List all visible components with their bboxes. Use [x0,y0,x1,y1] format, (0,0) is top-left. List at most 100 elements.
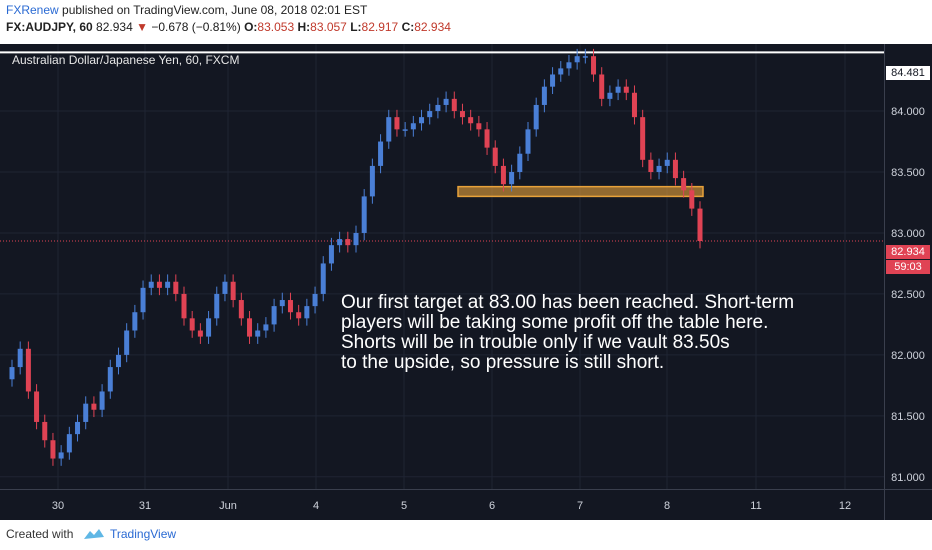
candle-body [492,147,498,166]
candle-body [631,92,637,118]
last-price-tag: 82.934 [886,245,930,259]
x-tick-label: 12 [839,500,851,512]
candle-body [672,159,678,179]
candle-body [107,367,113,392]
candle-body [410,123,416,130]
annotation-line: to the upside, so pressure is still shor… [341,352,665,373]
candle-body [599,74,605,99]
footer: Created with TradingView [0,520,932,550]
x-tick-label: 8 [664,500,670,512]
candle-body [279,300,285,307]
low-value: 82.917 [361,20,399,34]
candle-body [34,391,40,422]
candle-body [689,190,695,209]
candle-body [25,348,31,392]
candle-body [156,281,162,288]
candle-body [500,165,506,185]
candle-body [623,86,629,93]
open-value: 83.053 [257,20,295,34]
candle-body [181,293,187,319]
y-tick-label: 84.000 [891,106,925,118]
candle-body [468,117,474,124]
candle-body [476,123,482,130]
candle-body [648,159,654,173]
candle-body [296,312,302,319]
candle-body [304,306,310,319]
candle-body [591,56,597,75]
candle-body [550,74,556,87]
candle-body [378,141,384,166]
x-tick-label: 31 [139,500,151,512]
x-tick-label: Jun [219,500,237,512]
open-label: O: [244,20,258,34]
candle-body [525,129,531,154]
annotation-text[interactable]: Our first target at 83.00 has been reach… [341,293,881,373]
candle-body [517,153,523,173]
candle-body [361,196,367,233]
candle-body [574,56,580,63]
candle-body [394,117,400,130]
candle-body [386,117,392,142]
support-zone [457,185,704,198]
candle-body [566,62,572,69]
x-tick-label: 7 [577,500,583,512]
x-tick-label: 4 [313,500,319,512]
candle-body [558,68,564,75]
annotation-line: Our first target at 83.00 has been reach… [341,292,795,313]
candle-body [353,232,359,246]
x-tick-label: 11 [750,500,761,512]
y-tick-label: 82.000 [891,350,925,362]
candle-body [99,391,105,410]
chart-symbol-label: Australian Dollar/Japanese Yen, 60, FXCM [12,53,240,67]
candle-body [484,129,490,148]
candle-body [42,421,48,441]
high-label: H: [297,20,311,34]
last-value: 82.934 [96,20,133,34]
y-tick-label: 83.000 [891,228,925,240]
candle-body [509,172,515,185]
candle-body [263,324,269,331]
tradingview-logo-icon[interactable] [82,526,106,547]
candle-body [66,434,72,453]
candle-body [247,318,253,337]
price-chart[interactable]: 84.000 83.500 83.000 82.500 82.000 81.500 81.0… [0,44,932,520]
candle-body [132,312,138,331]
candle-body [435,104,441,112]
candle-body [9,367,15,380]
candle-body [238,300,244,319]
down-arrow-icon: ▼ [136,20,148,34]
candle-body [419,117,425,124]
candle-body [83,403,89,422]
candle-body [427,111,433,118]
candle-body [173,281,179,294]
resistance-price-tag: 84.481 [886,66,930,80]
candle-body [75,421,81,435]
candle-body [58,452,64,459]
published-text: published on TradingView.com, June 08, 2… [62,3,368,17]
candle-body [255,330,261,337]
candle-body [206,318,212,337]
created-with-text: Created with [6,527,74,541]
candle-body [697,208,703,242]
tradingview-link[interactable]: TradingView [110,527,177,541]
candle-body [189,318,195,331]
candle-body [533,104,539,130]
y-tick-label: 82.500 [891,289,925,301]
candle-body [214,293,220,319]
bar-timer-tag: 59:03 [886,260,930,274]
close-label: C: [401,20,415,34]
author-link[interactable]: FXRenew [6,3,59,17]
candle-body [165,281,171,288]
change-value: −0.678 (−0.81%) [151,20,241,34]
x-tick-label: 6 [489,500,495,512]
candle-body [681,178,687,191]
candle-body [607,92,613,99]
close-value: 82.934 [414,20,451,34]
candle-body [369,165,375,197]
candle-body [197,330,203,337]
candle-body [91,403,97,410]
x-tick-label: 30 [52,500,64,512]
publish-line: FXRenew published on TradingView.com, Ju… [6,3,367,17]
chart-panel[interactable]: 84.000 83.500 83.000 82.500 82.000 81.500 81.0… [0,44,932,520]
